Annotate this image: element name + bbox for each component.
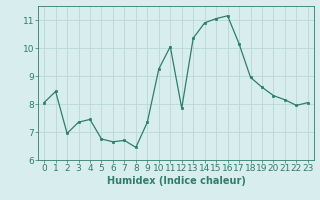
X-axis label: Humidex (Indice chaleur): Humidex (Indice chaleur) [107, 176, 245, 186]
